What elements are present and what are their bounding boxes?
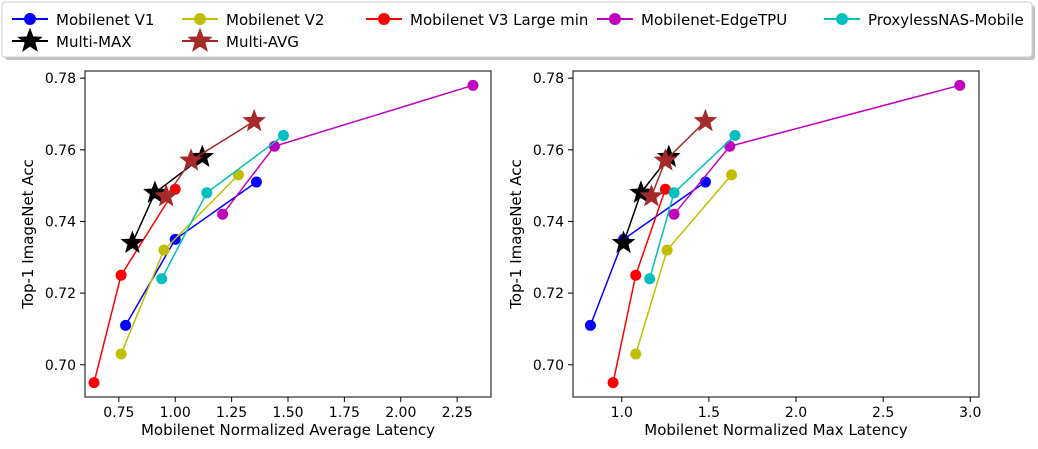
y-tick-label: 0.76 — [533, 143, 564, 159]
legend: Mobilenet V1 Mobilenet V2 Mobilenet V3 Lar… — [2, 2, 1035, 60]
x-tick-label: 2.25 — [442, 405, 473, 421]
y-tick-label: 0.78 — [533, 71, 564, 87]
data-point-mobilenet-v3-large-min — [630, 270, 641, 281]
y-tick-label: 0.70 — [45, 358, 76, 374]
x-tick-label: 1.00 — [160, 405, 191, 421]
series-line-mobilenet-v1 — [126, 182, 257, 325]
data-point-mobilenet-edgetpu — [724, 141, 735, 152]
data-point-mobilenet-v2 — [662, 245, 673, 256]
x-tick-label: 2.0 — [785, 405, 807, 421]
y-axis-label: Top-1 ImageNet Acc — [19, 159, 37, 310]
y-tick-label: 0.72 — [533, 286, 564, 302]
x-tick-label: 1.25 — [216, 405, 247, 421]
series-line-mobilenet-edgetpu — [674, 85, 960, 214]
legend-label-proxylessnas-mobile: ProxylessNAS-Mobile — [868, 11, 1024, 29]
data-point-proxylessnas-mobile — [156, 273, 167, 284]
axes-frame — [573, 71, 979, 397]
data-point-mobilenet-edgetpu — [954, 80, 965, 91]
legend-label-multi-avg: Multi-AVG — [226, 33, 299, 51]
y-tick-label: 0.76 — [45, 143, 76, 159]
data-point-proxylessnas-mobile — [730, 130, 741, 141]
series-line-mobilenet-v2 — [121, 175, 238, 354]
x-tick-label: 1.50 — [272, 405, 303, 421]
legend-marker-mobilenet-v1 — [24, 13, 36, 25]
legend-label-multi-max: Multi-MAX — [56, 33, 132, 51]
x-tick-label: 2.5 — [872, 405, 894, 421]
x-axis-label: Mobilenet Normalized Max Latency — [644, 421, 908, 439]
series-mobilenet-edgetpu — [217, 80, 478, 220]
data-point-mobilenet-v1 — [120, 320, 131, 331]
data-point-proxylessnas-mobile — [201, 187, 212, 198]
x-tick-label: 1.75 — [329, 405, 360, 421]
legend-marker-mobilenet-v3-large-min — [378, 13, 390, 25]
legend-marker-mobilenet-edgetpu — [609, 13, 621, 25]
data-point-mobilenet-v2 — [233, 169, 244, 180]
series-mobilenet-edgetpu — [669, 80, 966, 220]
data-point-mobilenet-v3-large-min — [116, 270, 127, 281]
x-tick-label: 1.5 — [698, 405, 720, 421]
data-point-mobilenet-edgetpu — [669, 209, 680, 220]
x-tick-label: 2.00 — [385, 405, 416, 421]
plot-average-latency: 0.75 1.00 1.25 1.50 1.75 2.00 2.25 0.70 0.72 0.74… — [19, 71, 491, 439]
data-point-mobilenet-v2 — [158, 245, 169, 256]
series-mobilenet-v1 — [120, 177, 262, 331]
series-mobilenet-v2 — [116, 169, 244, 359]
data-point-mobilenet-v1 — [700, 177, 711, 188]
series-line-mobilenet-v3-large-min — [94, 189, 175, 382]
y-tick-label: 0.74 — [533, 214, 564, 230]
legend-label-mobilenet-edgetpu: Mobilenet-EdgeTPU — [641, 11, 787, 29]
data-point-mobilenet-v2 — [726, 169, 737, 180]
y-tick-label: 0.74 — [45, 214, 76, 230]
data-point-mobilenet-v3-large-min — [608, 377, 619, 388]
x-tick-label: 3.0 — [959, 405, 981, 421]
x-axis-label: Mobilenet Normalized Average Latency — [141, 421, 435, 439]
x-tick-label: 0.75 — [103, 405, 134, 421]
y-tick-label: 0.72 — [45, 286, 76, 302]
data-point-mobilenet-v1 — [585, 320, 596, 331]
legend-marker-proxylessnas-mobile — [836, 13, 848, 25]
series-mobilenet-v3-large-min — [89, 184, 181, 388]
data-point-mobilenet-v1 — [251, 177, 262, 188]
legend-marker-mobilenet-v2 — [194, 13, 206, 25]
data-point-multi-max — [122, 232, 143, 252]
data-point-mobilenet-edgetpu — [467, 80, 478, 91]
legend-label-mobilenet-v1: Mobilenet V1 — [56, 11, 154, 29]
figure: Mobilenet V1 Mobilenet V2 Mobilenet V3 Lar… — [0, 0, 1038, 445]
series-line-multi-avg — [166, 121, 254, 196]
y-axis-label: Top-1 ImageNet Acc — [507, 159, 525, 310]
legend-label-mobilenet-v2: Mobilenet V2 — [226, 11, 324, 29]
data-point-proxylessnas-mobile — [669, 187, 680, 198]
data-point-mobilenet-v3-large-min — [89, 377, 100, 388]
figure-svg: Mobilenet V1 Mobilenet V2 Mobilenet V3 Lar… — [0, 0, 1038, 445]
data-point-mobilenet-edgetpu — [217, 209, 228, 220]
y-tick-label: 0.78 — [45, 71, 76, 87]
y-tick-label: 0.70 — [533, 358, 564, 374]
plot-max-latency: 1.0 1.5 2.0 2.5 3.0 0.70 0.72 0.74 0.76 0.78 Mobil… — [507, 71, 981, 439]
series-line-mobilenet-edgetpu — [223, 85, 473, 214]
data-point-multi-avg — [244, 110, 265, 130]
data-point-mobilenet-v2 — [116, 349, 127, 360]
data-point-multi-avg — [181, 150, 202, 170]
data-point-mobilenet-v2 — [630, 349, 641, 360]
data-point-proxylessnas-mobile — [644, 273, 655, 284]
data-point-proxylessnas-mobile — [278, 130, 289, 141]
legend-label-mobilenet-v3-large-min: Mobilenet V3 Large min — [410, 11, 588, 29]
x-tick-label: 1.0 — [611, 405, 633, 421]
axes-frame — [85, 71, 491, 397]
data-point-multi-avg — [695, 110, 716, 130]
